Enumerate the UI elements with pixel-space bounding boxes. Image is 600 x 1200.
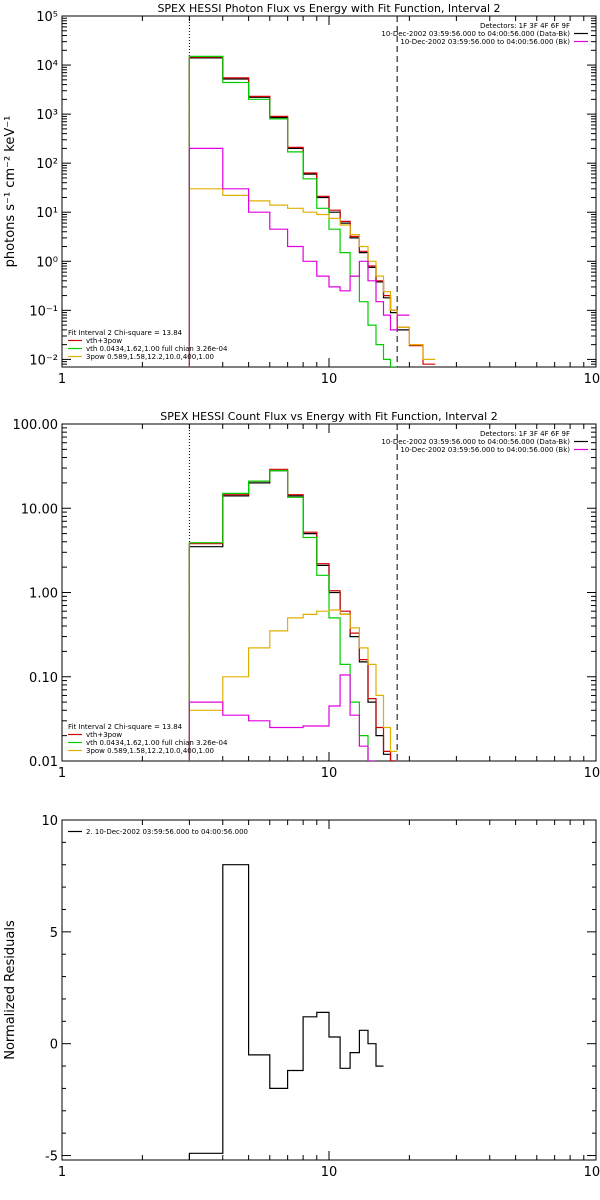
chart-panel-3: 1 10 100 -5 0 5 10 Normalized Residuals 2. 10-De… (3, 814, 600, 1180)
plot-frame (61, 15, 597, 368)
legend-text: vth+3pow (86, 731, 122, 739)
x-tick-label: 100 (584, 766, 600, 781)
series-3pow-line (188, 188, 436, 367)
chart-panel-2: SPEX HESSI Count Flux vs Energy with Fit… (13, 410, 600, 781)
legend-text: Fit Interval 2 Chi-square = 13.84 (68, 723, 183, 731)
x-tick-label: 100 (584, 1165, 600, 1180)
header-text: 10-Dec-2002 03:59:56.000 to 04:00:56.000… (400, 38, 570, 46)
series-residuals-line (188, 864, 384, 1160)
x-tick-label: 1 (58, 372, 66, 387)
legend-text: vth 0.0434,1.62,1.00 full chian 3.26e-04 (86, 345, 228, 353)
series-vth-line (188, 470, 376, 761)
series-bk-line (188, 147, 410, 367)
chart-title: SPEX HESSI Photon Flux vs Energy with Fi… (157, 2, 500, 15)
series-3pow-line (188, 609, 398, 761)
x-tick-label: 10 (321, 766, 338, 781)
plot-frame (61, 819, 597, 1161)
legend-text: 2. 10-Dec-2002 03:59:56.000 to 04:00:56.… (86, 828, 248, 836)
x-tick-label: 10 (321, 1165, 338, 1180)
y-tick-label: 10⁰ (36, 255, 58, 270)
y-tick-label: 10¹ (36, 206, 58, 221)
y-axis-label: photons s⁻¹ cm⁻² keV⁻¹ (3, 116, 18, 268)
x-tick-label: 1 (58, 1165, 66, 1180)
y-tick-label: 0.10 (29, 671, 58, 686)
legend-text: vth+3pow (86, 337, 122, 345)
y-tick-label: 0 (50, 1038, 58, 1053)
y-tick-label: -5 (45, 1150, 58, 1165)
y-tick-label: 10² (36, 157, 58, 172)
x-tick-label: 10 (321, 372, 338, 387)
legend-text: vth 0.0434,1.62,1.00 full chian 3.26e-04 (86, 739, 228, 747)
y-tick-label: 10⁻¹ (29, 304, 58, 319)
chart-title: SPEX HESSI Count Flux vs Energy with Fit… (160, 410, 497, 423)
y-tick-label: 10⁵ (36, 10, 58, 25)
y-tick-label: 1.00 (29, 587, 58, 602)
series-vth-3pow-line (188, 468, 398, 761)
y-tick-label: 10³ (36, 108, 58, 123)
y-tick-label: 100.00 (13, 418, 59, 433)
chart-panel-1: SPEX HESSI Photon Flux vs Energy with Fi… (3, 2, 600, 387)
series-layer (188, 864, 384, 1160)
series-data-bk-line (188, 57, 410, 367)
header-text: Detectors: 1F 3F 4F 6F 9F (480, 430, 570, 438)
y-axis-label: Normalized Residuals (3, 920, 18, 1060)
y-tick-label: 5 (50, 926, 58, 941)
series-layer (188, 55, 436, 367)
legend-text: Fit Interval 2 Chi-square = 13.84 (68, 329, 183, 337)
y-tick-label: 0.01 (29, 755, 58, 770)
series-data-bk-line (188, 470, 398, 761)
header-text: Detectors: 1F 3F 4F 6F 9F (480, 22, 570, 30)
header-text: 10-Dec-2002 03:59:56.000 to 04:00:56.000… (400, 446, 570, 454)
x-tick-label: 100 (584, 372, 600, 387)
series-layer (188, 468, 398, 761)
y-tick-label: 10⁴ (36, 59, 58, 74)
header-text: 10-Dec-2002 03:59:56.000 to 04:00:56.000… (381, 30, 570, 38)
legend-text: 3pow 0.589,1.58,12.2,10.0,400,1.00 (86, 747, 214, 755)
series-vth-line (188, 55, 398, 367)
y-tick-label: 10.00 (21, 502, 58, 517)
x-tick-label: 1 (58, 766, 66, 781)
header-text: 10-Dec-2002 03:59:56.000 to 04:00:56.000… (381, 438, 570, 446)
y-tick-label: 10 (41, 814, 58, 829)
y-tick-label: 10⁻² (29, 353, 58, 368)
legend-text: 3pow 0.589,1.58,12.2,10.0,400,1.00 (86, 353, 214, 361)
series-bk-line (188, 674, 376, 761)
